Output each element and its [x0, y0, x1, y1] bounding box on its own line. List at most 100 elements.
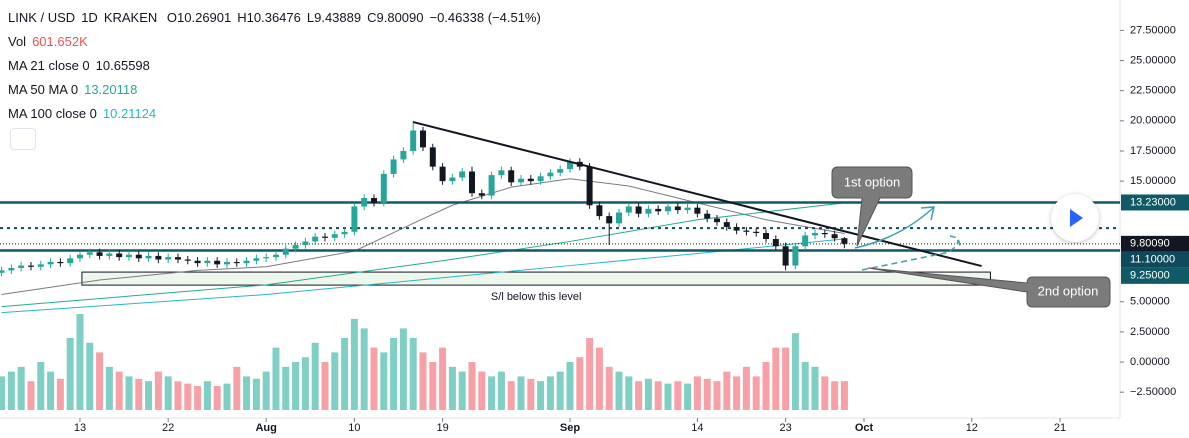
volume-bar — [233, 366, 241, 410]
candle-body — [380, 173, 387, 203]
volume-bar — [262, 371, 270, 410]
volume-bar — [96, 352, 104, 410]
volume-bar — [429, 362, 437, 410]
volume-bar — [223, 383, 231, 410]
volume-bar — [194, 386, 202, 410]
volume-bar — [331, 352, 339, 410]
callout-2 — [867, 267, 1111, 308]
ohlc-low: L9.43889 — [306, 10, 362, 25]
volume-bar — [821, 376, 829, 410]
callout-1 — [831, 166, 913, 247]
candle-body — [400, 150, 407, 160]
volume-bar — [301, 357, 309, 410]
volume-bar — [615, 371, 623, 410]
candle-body — [321, 236, 328, 238]
volume-bar — [390, 338, 398, 410]
indicator-value: 601.652K — [32, 34, 88, 49]
candle-body — [655, 208, 662, 212]
x-tick-label: Sep — [560, 422, 580, 434]
volume-bar — [27, 381, 35, 410]
volume-bar — [252, 378, 260, 410]
candle-body — [184, 259, 191, 261]
volume-bar — [713, 381, 721, 410]
volume-bar — [488, 376, 496, 410]
candle-body — [488, 175, 495, 196]
volume-bar — [664, 383, 672, 410]
candle-body — [243, 260, 250, 264]
candle-body — [302, 241, 309, 246]
candle-body — [459, 171, 466, 178]
volume-bar — [517, 376, 525, 410]
candle-body — [331, 234, 338, 238]
candle-body — [586, 166, 593, 206]
candle-body — [292, 245, 299, 249]
volume-bar — [772, 347, 780, 410]
volume-bar — [497, 371, 505, 410]
candle-body — [645, 208, 652, 214]
candle-body — [841, 238, 848, 244]
volume-bar — [576, 357, 584, 410]
y-tick-label: 5.00000 — [1130, 296, 1170, 308]
candle-body — [27, 265, 34, 267]
volume-bar — [213, 386, 221, 410]
level-tag — [1121, 251, 1189, 268]
indicator-label: MA 21 close 0 — [8, 58, 90, 73]
volume-bar — [350, 318, 358, 410]
volume-bar — [115, 371, 123, 410]
play-button[interactable] — [1051, 194, 1099, 242]
volume-bar — [164, 376, 172, 410]
x-tick-label: 12 — [966, 422, 978, 434]
ohlc-close: C9.80090 — [367, 10, 424, 25]
candle-body — [537, 176, 544, 182]
volume-bar — [184, 383, 192, 410]
volume-bar — [154, 371, 162, 410]
candle-body — [174, 257, 181, 260]
volume-bar — [399, 328, 407, 410]
volume-bar — [468, 362, 476, 410]
volume-bar — [831, 381, 839, 410]
volume-bar — [56, 378, 64, 410]
volume-bar — [723, 371, 731, 410]
candle-body — [802, 235, 809, 247]
volume-bar — [674, 381, 682, 410]
candle-body — [204, 260, 211, 264]
indicator-row: Vol 601.652K — [8, 34, 94, 49]
candle-body — [312, 236, 319, 242]
candle-body — [419, 130, 426, 148]
x-tick-label: Oct — [855, 422, 874, 434]
candle-body — [76, 254, 83, 259]
candle-body — [753, 231, 760, 233]
ohlc-change: −0.46338 (−4.51%) — [429, 10, 541, 25]
candle-body — [86, 252, 93, 255]
candle-body — [733, 226, 740, 231]
volume-bar — [693, 376, 701, 410]
candle-body — [831, 234, 838, 239]
candle-body — [8, 267, 15, 271]
indicator-value: 13.20118 — [84, 82, 138, 97]
candle-body — [390, 159, 397, 174]
volume-bar — [419, 352, 427, 410]
exchange: KRAKEN — [103, 10, 158, 25]
sl-label: S/l below this level — [491, 291, 582, 303]
indicator-row: MA 50 MA 0 13.20118 — [8, 82, 143, 97]
volume-bar — [360, 328, 368, 410]
indicator-row: MA 100 close 0 10.21124 — [8, 106, 162, 121]
candle-body — [145, 255, 152, 259]
candle-body — [57, 261, 64, 264]
candle-body — [498, 170, 505, 176]
x-tick-label: 21 — [1054, 422, 1066, 434]
candle-body — [606, 216, 613, 224]
interval: 1D — [81, 10, 98, 25]
volume-bar — [341, 338, 349, 410]
candle-body — [566, 161, 573, 170]
x-tick-label: 13 — [74, 422, 86, 434]
volume-bar — [762, 362, 770, 410]
volume-bar — [684, 383, 692, 410]
collapse-button[interactable] — [10, 128, 36, 150]
volume-bar — [439, 347, 447, 410]
candle-body — [694, 207, 701, 214]
candle-body — [439, 166, 446, 182]
volume-bar — [321, 362, 329, 410]
